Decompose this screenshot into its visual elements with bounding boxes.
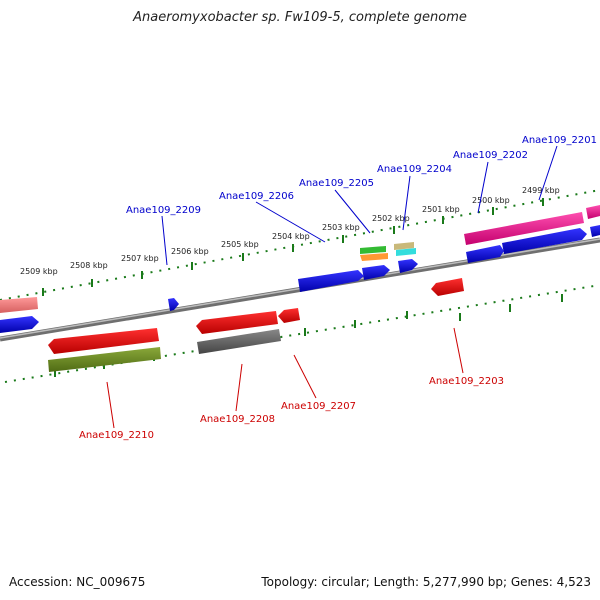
- gene-arrow: [464, 212, 584, 245]
- kbp-label: 2504 kbp: [272, 232, 310, 241]
- reverse-genes: [48, 278, 464, 372]
- gene-label: Anae109_2207: [281, 401, 356, 412]
- forward-leaders: [161, 145, 558, 266]
- accession-label: Accession: NC_009675: [9, 575, 146, 589]
- gene-arrow: [431, 278, 464, 296]
- reverse-gene-labels: Anae109_2203 Anae109_2207 Anae109_2208 A…: [79, 376, 504, 441]
- gene-label: Anae109_2202: [453, 150, 528, 161]
- gene-arrow: [502, 228, 587, 254]
- gene-arrow: [168, 298, 179, 311]
- gene-arrow: [48, 347, 161, 372]
- kbp-label: 2509 kbp: [20, 267, 58, 276]
- gene-arrow: [360, 253, 388, 261]
- reverse-ruler: [4, 284, 600, 383]
- forward-genes: [0, 205, 600, 333]
- gene-arrow: [197, 329, 281, 354]
- gene-arrow: [466, 245, 504, 263]
- gene-arrow: [48, 328, 159, 354]
- gene-arrow: [0, 316, 39, 333]
- kbp-label: 2501 kbp: [422, 205, 460, 214]
- forward-ruler-ticks: [42, 198, 544, 296]
- gene-label: Anae109_2206: [219, 191, 294, 202]
- gene-label: Anae109_2210: [79, 430, 154, 441]
- genome-summary: Topology: circular; Length: 5,277,990 bp…: [261, 575, 591, 589]
- reverse-leaders: [106, 327, 464, 429]
- gene-arrow: [590, 225, 600, 237]
- gene-label: Anae109_2209: [126, 205, 201, 216]
- gene-label: Anae109_2208: [200, 414, 275, 425]
- gene-arrow: [298, 270, 364, 292]
- gene-arrow: [398, 259, 418, 273]
- gene-label: Anae109_2204: [377, 164, 452, 175]
- kbp-label: 2508 kbp: [70, 261, 108, 270]
- gene-arrow: [0, 297, 38, 313]
- kbp-label: 2500 kbp: [472, 196, 510, 205]
- kbp-label: 2507 kbp: [121, 254, 159, 263]
- gene-arrow: [360, 246, 386, 254]
- gene-label: Anae109_2203: [429, 376, 504, 387]
- kbp-label: 2502 kbp: [372, 214, 410, 223]
- map-title: Anaeromyxobacter sp. Fw109-5, complete g…: [133, 10, 467, 25]
- forward-gene-labels: Anae109_2201 Anae109_2202 Anae109_2204 A…: [126, 135, 597, 216]
- kbp-label: 2499 kbp: [522, 186, 560, 195]
- gene-arrow: [586, 205, 600, 219]
- kbp-label: 2506 kbp: [171, 247, 209, 256]
- gene-arrow: [196, 311, 278, 334]
- gene-arrow: [278, 308, 300, 323]
- gene-arrow: [396, 248, 416, 256]
- kbp-label: 2505 kbp: [221, 240, 259, 249]
- gene-label: Anae109_2205: [299, 178, 374, 189]
- kbp-labels: 2499 kbp 2500 kbp 2501 kbp 2502 kbp 2503…: [20, 186, 560, 276]
- gene-label: Anae109_2201: [522, 135, 597, 146]
- kbp-label: 2503 kbp: [322, 223, 360, 232]
- gene-arrow: [362, 265, 390, 280]
- gene-arrow: [394, 242, 414, 250]
